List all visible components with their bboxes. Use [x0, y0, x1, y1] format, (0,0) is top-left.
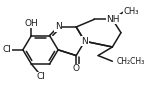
Text: Cl: Cl: [37, 72, 45, 81]
Text: CH₃: CH₃: [124, 7, 139, 16]
Text: O: O: [73, 64, 80, 73]
Text: Cl: Cl: [3, 45, 11, 54]
Text: NH: NH: [107, 15, 120, 24]
Text: N: N: [55, 23, 62, 31]
Text: N: N: [81, 37, 88, 46]
Text: OH: OH: [25, 19, 38, 28]
Text: CH₂CH₃: CH₂CH₃: [116, 57, 144, 66]
